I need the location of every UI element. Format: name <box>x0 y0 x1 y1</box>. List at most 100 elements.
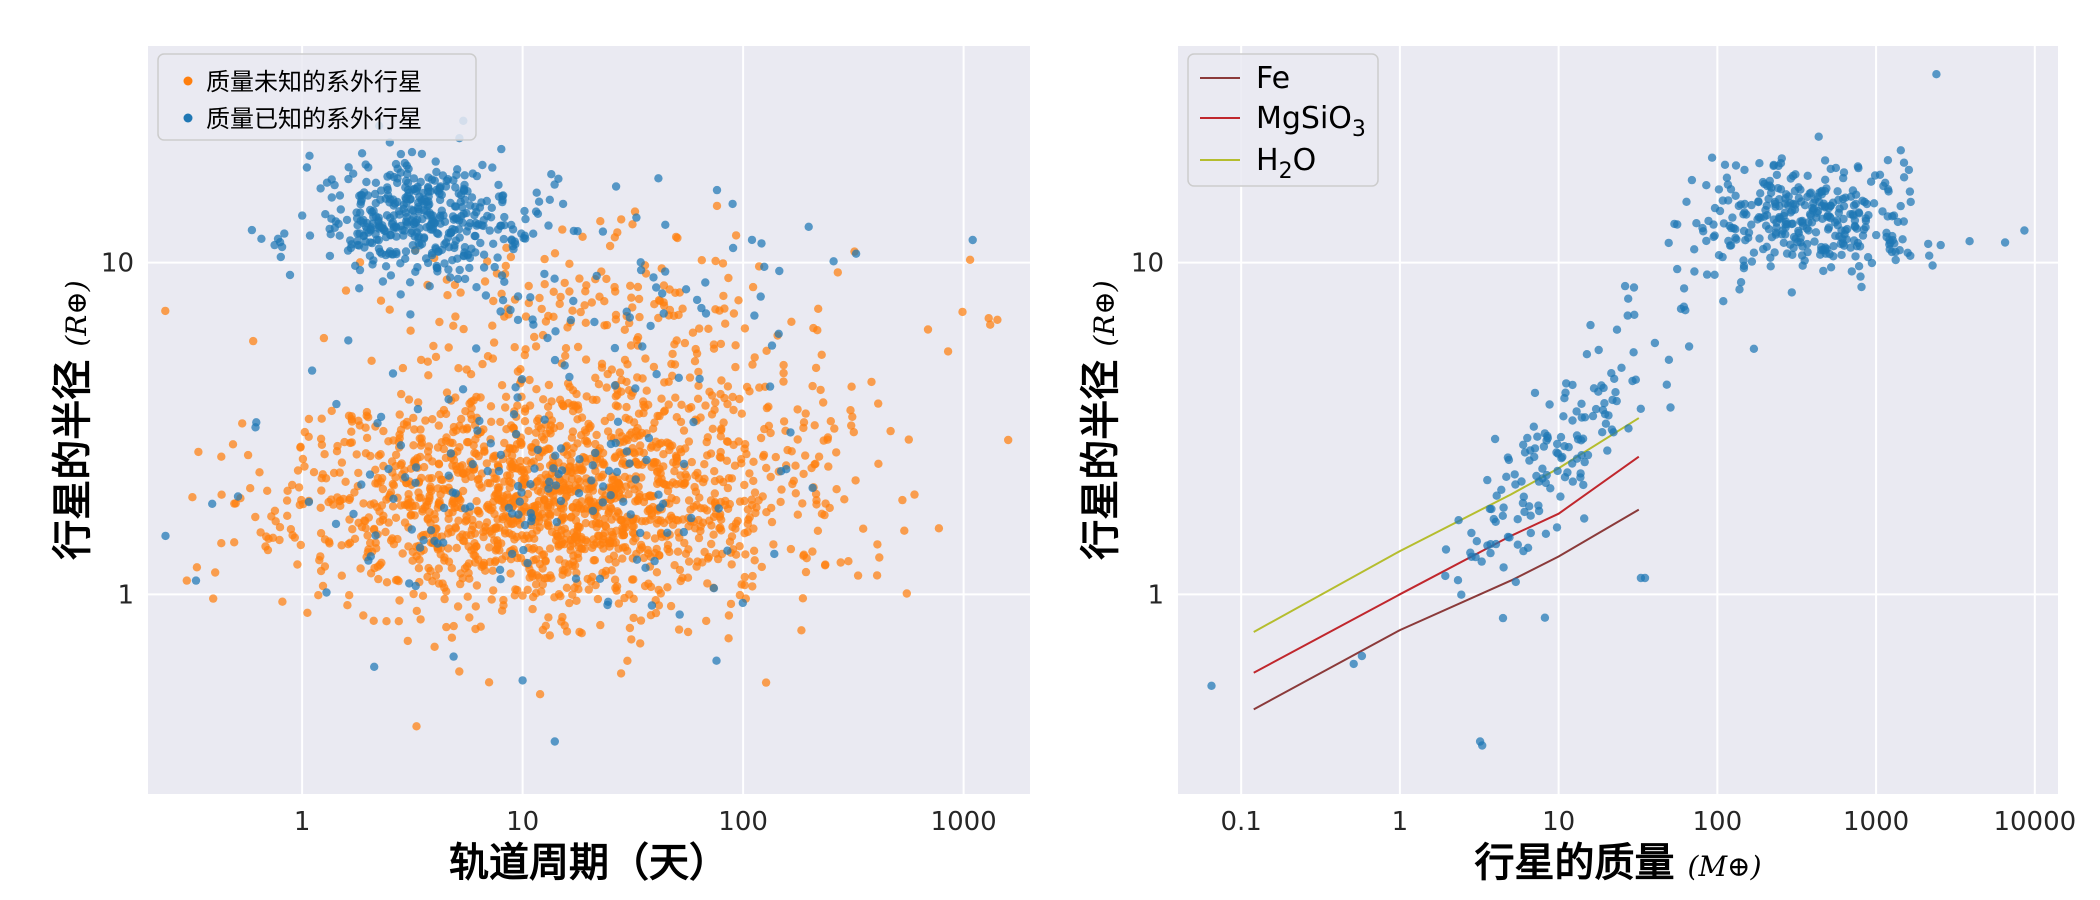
right-y-tick-label: 10 <box>1131 249 1164 279</box>
data-point <box>1530 452 1539 462</box>
data-point <box>664 400 673 409</box>
data-point <box>629 537 638 546</box>
data-point <box>1538 464 1547 473</box>
data-point <box>560 621 569 630</box>
data-point <box>565 372 574 382</box>
data-point <box>675 610 684 619</box>
data-point <box>721 319 730 328</box>
data-point <box>611 452 620 461</box>
data-point <box>568 468 577 477</box>
data-point <box>1936 240 1945 250</box>
data-point <box>823 433 833 442</box>
data-point <box>261 542 270 551</box>
data-point <box>555 421 565 431</box>
data-point <box>595 519 604 528</box>
data-point <box>674 625 684 634</box>
data-point <box>694 474 704 483</box>
data-point <box>737 409 746 418</box>
data-point <box>325 251 335 261</box>
data-point <box>540 415 549 424</box>
data-point <box>451 523 460 532</box>
data-point <box>591 439 600 449</box>
data-point <box>851 249 861 258</box>
data-point <box>1764 194 1773 204</box>
data-point <box>550 737 559 746</box>
data-point <box>357 480 366 489</box>
data-point <box>673 456 682 466</box>
data-point <box>1552 523 1562 532</box>
data-point <box>647 511 657 520</box>
data-point <box>370 563 379 573</box>
data-point <box>564 399 573 408</box>
data-point <box>1530 388 1540 398</box>
data-point <box>1533 432 1542 441</box>
data-point <box>430 642 439 651</box>
data-point <box>436 219 445 228</box>
data-point <box>729 405 738 415</box>
data-point <box>568 503 577 512</box>
data-point <box>770 549 779 559</box>
data-point <box>1519 440 1528 449</box>
data-point <box>681 285 691 294</box>
data-point <box>362 226 372 235</box>
data-point <box>1851 199 1860 209</box>
data-point <box>431 157 440 166</box>
data-point <box>1004 435 1013 445</box>
data-point <box>369 616 378 625</box>
data-point <box>873 540 882 549</box>
data-point <box>821 499 830 508</box>
data-point <box>663 528 672 537</box>
data-point <box>450 243 459 253</box>
data-point <box>740 572 749 582</box>
data-point <box>1793 238 1802 247</box>
data-point <box>1525 502 1534 511</box>
data-point <box>436 211 445 220</box>
data-point <box>1568 459 1577 468</box>
data-point <box>1603 446 1612 455</box>
data-point <box>1673 220 1682 229</box>
data-point <box>531 342 541 351</box>
data-point <box>747 235 757 245</box>
data-point <box>650 418 659 427</box>
data-point <box>514 510 523 519</box>
data-point <box>1553 449 1563 458</box>
data-point <box>472 392 481 402</box>
data-point <box>407 205 416 214</box>
data-point <box>1505 533 1514 542</box>
data-point <box>532 385 541 394</box>
data-point <box>608 530 617 540</box>
composition-line-fe <box>1253 508 1640 711</box>
data-point <box>465 613 474 622</box>
data-point <box>775 266 784 276</box>
data-point <box>617 485 626 494</box>
data-point <box>1794 183 1803 192</box>
data-point <box>1723 180 1733 189</box>
data-point <box>779 417 789 426</box>
data-point <box>435 195 445 205</box>
data-point <box>804 222 813 231</box>
data-point <box>442 388 452 397</box>
data-point <box>455 265 464 275</box>
data-point <box>578 232 587 241</box>
data-point <box>493 460 503 469</box>
data-point <box>517 375 527 384</box>
data-point <box>693 394 703 403</box>
data-point <box>592 430 601 440</box>
data-point <box>371 199 380 208</box>
data-point <box>671 232 681 242</box>
data-point <box>1454 516 1463 525</box>
data-point <box>1769 215 1779 224</box>
data-point <box>646 321 655 331</box>
data-point <box>720 304 729 313</box>
data-point <box>442 433 451 442</box>
data-point <box>787 317 796 326</box>
data-point <box>679 459 689 469</box>
data-point <box>610 381 620 390</box>
data-point <box>760 262 769 271</box>
data-point <box>1594 345 1603 355</box>
data-point <box>663 583 672 592</box>
data-point <box>476 238 485 248</box>
data-point <box>431 352 441 362</box>
data-point <box>1624 294 1633 303</box>
data-point <box>542 573 552 583</box>
